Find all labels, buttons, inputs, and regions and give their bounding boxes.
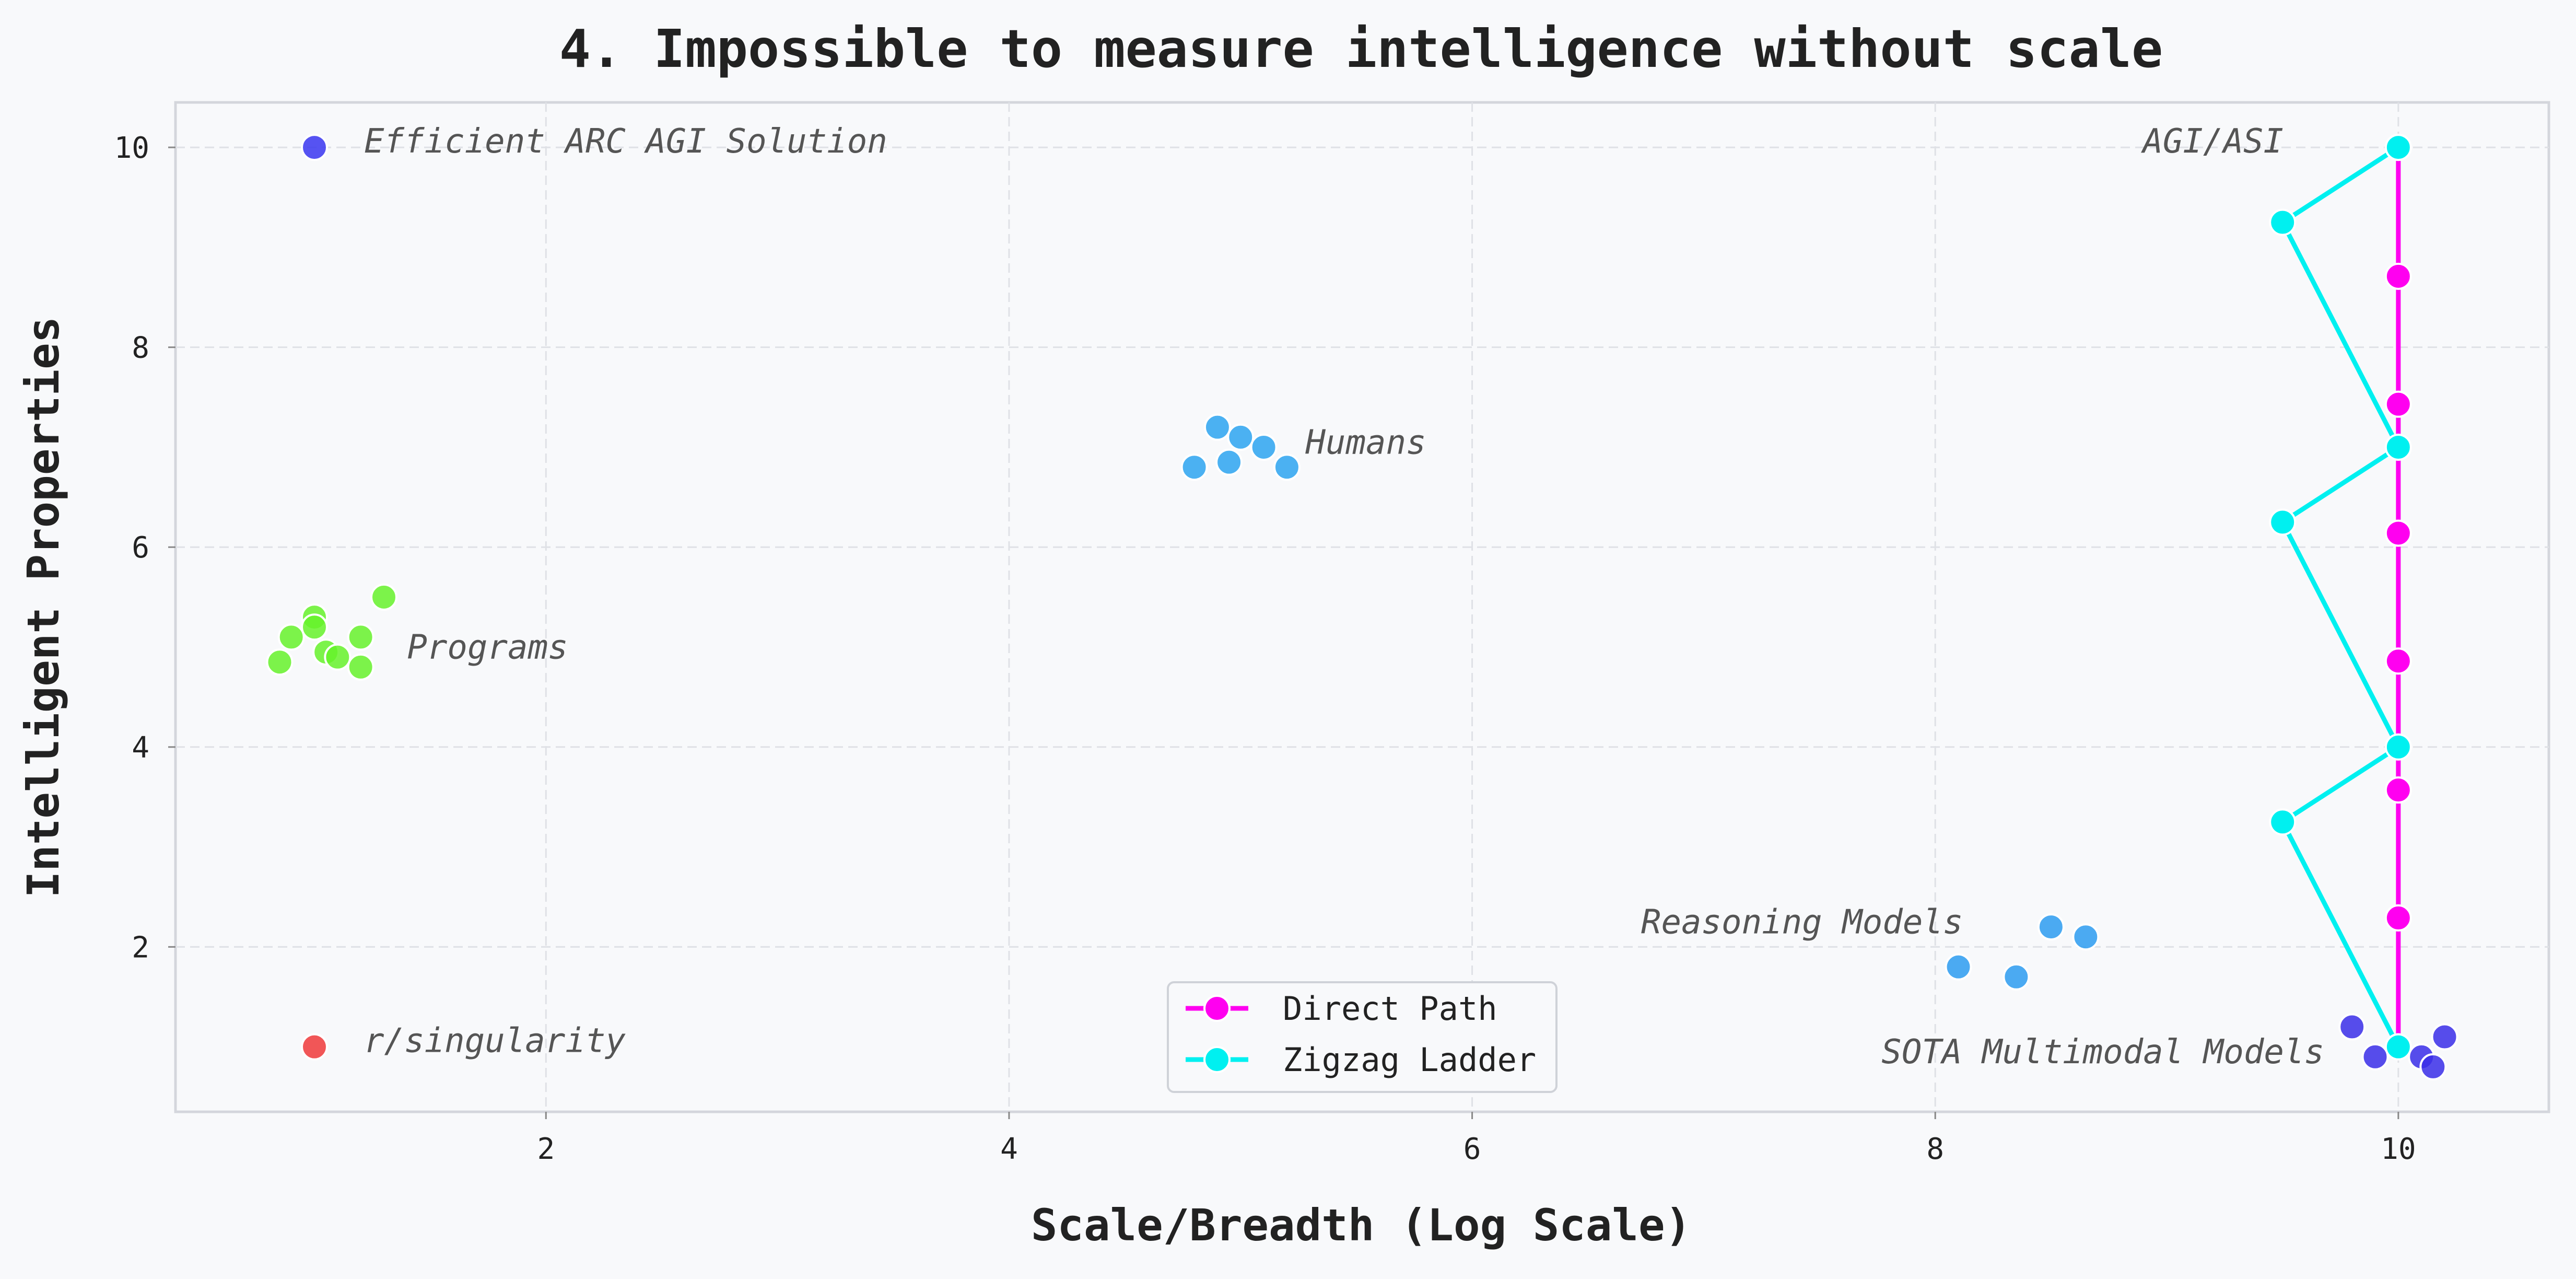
scatter-point: [1250, 433, 1278, 461]
y-axis-label: Intelligent Properties: [18, 317, 69, 898]
legend-marker: [1203, 995, 1231, 1022]
x-tick-label: 2: [537, 1132, 555, 1166]
cluster-label: r/singularity: [364, 1022, 626, 1061]
scatter-point: [1180, 454, 1208, 481]
scatter-point: [370, 583, 397, 611]
annotations: Efficient ARC AGI Solution r/singularity P…: [364, 122, 2324, 1072]
y-tick-label: 4: [132, 731, 149, 765]
scatter-point: [2431, 1023, 2458, 1051]
series-point: [2384, 1033, 2412, 1061]
scatter-point: [347, 653, 374, 681]
series-point: [2384, 134, 2412, 161]
series-point: [2384, 733, 2412, 761]
y-tick-label: 6: [132, 531, 149, 565]
legend: Direct Path Zigzag Ladder: [1167, 981, 1558, 1093]
scatter-point: [1215, 448, 1243, 476]
cluster-label: Efficient ARC AGI Solution: [364, 122, 887, 161]
plot-area: [174, 101, 2550, 1113]
series-point: [2269, 808, 2297, 836]
y-tick-label: 10: [114, 131, 149, 165]
scatter-point: [2003, 963, 2030, 991]
y-tick-label: 2: [132, 931, 149, 964]
series-point: [2269, 208, 2297, 236]
series-lines: [2269, 134, 2412, 1061]
scatter-point: [2037, 913, 2065, 941]
series-point: [2384, 776, 2412, 804]
series-point: [2384, 262, 2412, 290]
points: [266, 134, 2458, 1080]
legend-marker: [1203, 1046, 1231, 1073]
scatter-point: [2361, 1043, 2389, 1071]
scatter-point: [266, 648, 294, 676]
cluster-label: Programs: [407, 629, 568, 667]
scatter-point: [277, 623, 305, 651]
chart-title: 4. Impossible to measure intelligence wi…: [559, 18, 2163, 79]
x-axis-label: Scale/Breadth (Log Scale): [1031, 1200, 1691, 1251]
x-axis-ticks: 2 4 6 8 10: [537, 1112, 2416, 1166]
cluster-label: SOTA Multimodal Models: [1881, 1033, 2324, 1072]
scatter-point: [324, 643, 352, 671]
x-tick-label: 10: [2381, 1132, 2416, 1166]
series-point: [2384, 433, 2412, 461]
scatter-point: [1227, 423, 1255, 451]
annotation: AGI/ASI: [2140, 122, 2284, 161]
scatter-point: [1945, 953, 1972, 981]
scatter-point: [300, 134, 328, 161]
legend-label: Zigzag Ladder: [1283, 1041, 1536, 1079]
series-point: [2384, 390, 2412, 418]
scatter-point: [2419, 1053, 2447, 1080]
cluster-label: Reasoning Models: [1641, 903, 1963, 942]
cluster-label: Humans: [1305, 423, 1426, 462]
legend-box: [1167, 981, 1558, 1093]
y-axis-ticks: 2 4 6 8 10: [114, 131, 175, 964]
series-point: [2384, 904, 2412, 932]
scatter-point: [2338, 1013, 2366, 1041]
series-point: [2384, 519, 2412, 547]
scatter-point: [1203, 413, 1231, 441]
legend-label: Direct Path: [1283, 990, 1497, 1028]
series-point: [2384, 647, 2412, 675]
grid: [175, 102, 2549, 1112]
x-tick-label: 4: [1000, 1132, 1018, 1166]
x-tick-label: 6: [1463, 1132, 1481, 1166]
y-tick-label: 8: [132, 331, 149, 365]
x-tick-label: 8: [1926, 1132, 1944, 1166]
scatter-point: [2072, 923, 2100, 951]
series-point: [2269, 508, 2297, 536]
scatter-point: [300, 613, 328, 641]
scatter-point: [347, 623, 374, 651]
scatter-point: [1273, 454, 1301, 481]
scatter-point: [300, 1033, 328, 1061]
